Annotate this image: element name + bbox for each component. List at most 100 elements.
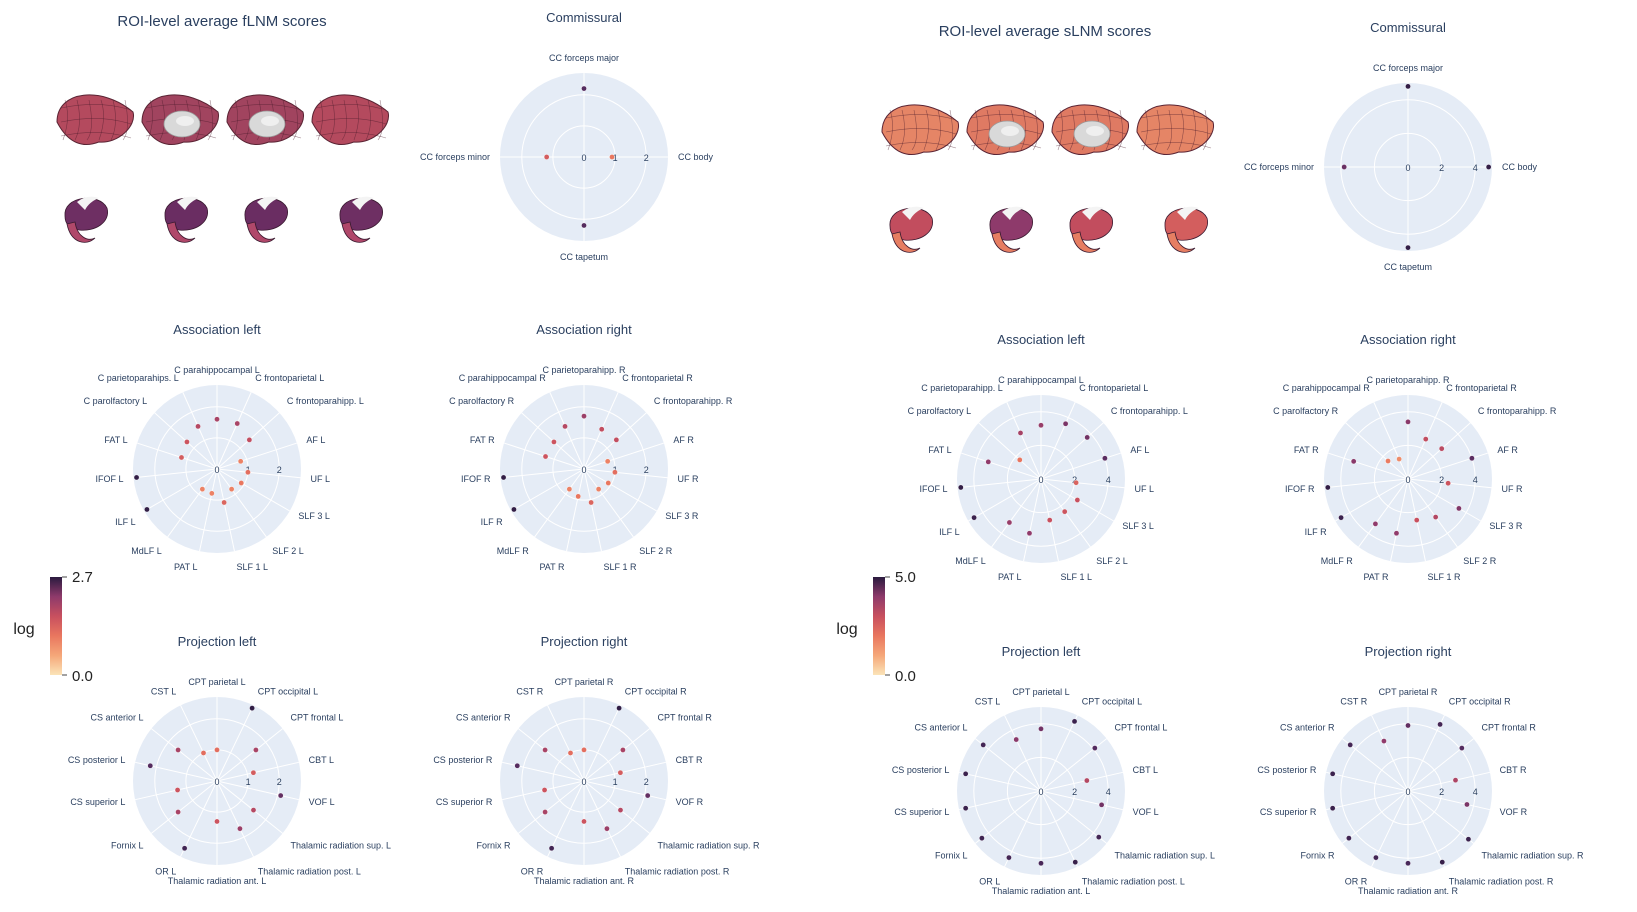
- colorbar: [50, 577, 62, 675]
- theta-label: MdLF R: [497, 546, 530, 556]
- radial-tick-label: 2: [1072, 475, 1077, 485]
- theta-label: Thalamic radiation sup. L: [1114, 851, 1215, 861]
- theta-label: Thalamic radiation ant. R: [534, 876, 635, 886]
- data-point: [500, 474, 507, 481]
- angular-gridline: [1324, 478, 1409, 489]
- parcel-line: [885, 142, 957, 149]
- radial-tick-label: 4: [1106, 787, 1111, 797]
- angular-gridline: [1327, 452, 1409, 480]
- theta-label: CS anterior R: [1280, 722, 1335, 732]
- theta-label: CC forceps major: [1373, 63, 1443, 73]
- data-point: [221, 499, 227, 506]
- data-point: [1373, 854, 1379, 861]
- data-point: [1396, 456, 1402, 462]
- data-point: [548, 845, 555, 852]
- theta-label: CPT occipital R: [625, 686, 687, 696]
- ventricle-highlight: [352, 196, 374, 210]
- angular-gridline: [216, 468, 290, 512]
- theta-label: ILF L: [939, 527, 960, 537]
- angular-gridline: [511, 468, 585, 512]
- theta-label: CS anterior R: [456, 712, 511, 722]
- theta-label: C parolfactory L: [908, 406, 972, 416]
- angular-gridline: [1407, 715, 1445, 792]
- theta-label: AF L: [306, 435, 325, 445]
- angular-gridline: [1407, 790, 1445, 867]
- angular-gridline: [216, 442, 298, 470]
- angular-gridline: [216, 468, 301, 479]
- parcel-line: [60, 118, 132, 125]
- angular-gridline: [1371, 715, 1409, 792]
- data-point: [542, 453, 549, 460]
- theta-label: AF R: [673, 435, 694, 445]
- data-point: [1061, 508, 1068, 515]
- data-point: [1046, 517, 1053, 523]
- theta-label: CS anterior L: [90, 712, 143, 722]
- data-point: [1071, 718, 1078, 725]
- angular-gridline: [1342, 738, 1409, 792]
- radial-tick-label: 0: [581, 153, 586, 163]
- theta-label: C frontoparietal L: [1079, 383, 1148, 393]
- parcel-line: [911, 109, 917, 151]
- angular-gridline: [1373, 402, 1409, 480]
- angular-gridline: [216, 392, 252, 470]
- data-point: [958, 484, 964, 491]
- data-point: [575, 493, 581, 500]
- medial-wall-highlight: [261, 116, 279, 126]
- theta-label: C parahippocampal L: [174, 365, 260, 375]
- theta-label: MdLF L: [955, 556, 986, 566]
- radial-tick-label: 1: [246, 777, 251, 787]
- theta-label: C frontoparahipp. L: [1111, 406, 1188, 416]
- data-point: [962, 771, 969, 777]
- parcel-line: [1154, 109, 1160, 151]
- parcel-line: [1105, 109, 1111, 151]
- parcel-line: [1032, 109, 1038, 151]
- theta-label: C parolfactory R: [449, 396, 515, 406]
- theta-label: MdLF R: [1321, 556, 1354, 566]
- parcel-line: [315, 132, 387, 139]
- angular-gridline: [136, 442, 218, 470]
- theta-label: Thalamic radiation post. R: [625, 867, 730, 877]
- parcel-line: [885, 114, 957, 121]
- theta-label: CC forceps major: [549, 53, 619, 63]
- theta-label: CC tapetum: [560, 252, 608, 262]
- theta-label: CS superior R: [436, 797, 493, 807]
- parcel-line: [885, 128, 957, 135]
- angular-gridline: [216, 705, 254, 782]
- theta-label: CBT R: [676, 755, 703, 765]
- angular-gridline: [968, 478, 1042, 522]
- data-point: [174, 787, 181, 793]
- parcel-line: [1142, 109, 1148, 151]
- medial-wall-highlight: [1086, 126, 1104, 136]
- data-point: [144, 506, 150, 513]
- data-point: [1026, 530, 1033, 537]
- angular-gridline: [1371, 790, 1409, 867]
- data-point: [620, 747, 626, 753]
- data-point: [1459, 745, 1465, 751]
- theta-label: Thalamic radiation ant. L: [168, 876, 267, 886]
- angular-gridline: [1004, 790, 1042, 867]
- colorbar-max-label: 2.7: [72, 569, 93, 586]
- medial-wall-highlight: [176, 116, 194, 126]
- data-point: [605, 480, 612, 486]
- data-point: [613, 437, 620, 443]
- radial-tick-label: 2: [644, 465, 649, 475]
- angular-gridline: [1407, 771, 1491, 792]
- angular-gridline: [1023, 478, 1042, 562]
- data-point: [543, 154, 550, 160]
- radial-tick-label: 0: [214, 465, 219, 475]
- theta-label: CS superior R: [1260, 807, 1317, 817]
- theta-label: CS posterior L: [892, 765, 950, 775]
- theta-label: Thalamic radiation sup. R: [1481, 851, 1584, 861]
- data-point: [1452, 777, 1459, 783]
- parcel-line: [122, 99, 128, 141]
- parcel-line: [62, 99, 68, 141]
- theta-label: CPT parietal L: [188, 677, 245, 687]
- plot-layer: ROI-level average fLNM scores 2.7 0.0 log Co…: [13, 10, 1584, 896]
- theta-label: UF L: [310, 474, 330, 484]
- data-point: [1350, 458, 1357, 465]
- hippocampus-1: [66, 221, 96, 243]
- ventricle-highlight: [1002, 206, 1024, 220]
- parcel-line: [315, 118, 387, 125]
- theta-label: CST L: [151, 686, 176, 696]
